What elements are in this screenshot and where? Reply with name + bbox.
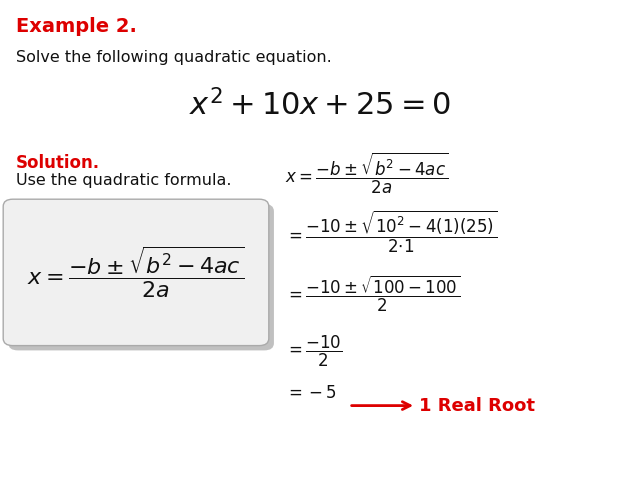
Text: $=-5$: $=-5$	[285, 384, 337, 402]
FancyBboxPatch shape	[8, 204, 274, 350]
Text: $x=\dfrac{-b\pm\sqrt{b^{2}-4ac}}{2a}$: $x=\dfrac{-b\pm\sqrt{b^{2}-4ac}}{2a}$	[27, 244, 244, 300]
Text: $x^{2}+10x+25=0$: $x^{2}+10x+25=0$	[189, 89, 451, 121]
Text: Solve the following quadratic equation.: Solve the following quadratic equation.	[16, 50, 332, 65]
Text: Use the quadratic formula.: Use the quadratic formula.	[16, 173, 232, 188]
Text: $x=\dfrac{-b\pm\sqrt{b^{2}-4ac}}{2a}$: $x=\dfrac{-b\pm\sqrt{b^{2}-4ac}}{2a}$	[285, 151, 448, 196]
Text: 1 Real Root: 1 Real Root	[419, 396, 535, 415]
Text: $=\dfrac{-10\pm\sqrt{10^{2}-4(1)(25)}}{2{\cdot}1}$: $=\dfrac{-10\pm\sqrt{10^{2}-4(1)(25)}}{2…	[285, 209, 497, 255]
Text: $=\dfrac{-10\pm\sqrt{100-100}}{2}$: $=\dfrac{-10\pm\sqrt{100-100}}{2}$	[285, 274, 460, 314]
Text: $=\dfrac{-10}{2}$: $=\dfrac{-10}{2}$	[285, 334, 342, 369]
Text: Solution.: Solution.	[16, 154, 100, 171]
FancyBboxPatch shape	[3, 199, 269, 346]
Text: Example 2.: Example 2.	[16, 17, 137, 36]
